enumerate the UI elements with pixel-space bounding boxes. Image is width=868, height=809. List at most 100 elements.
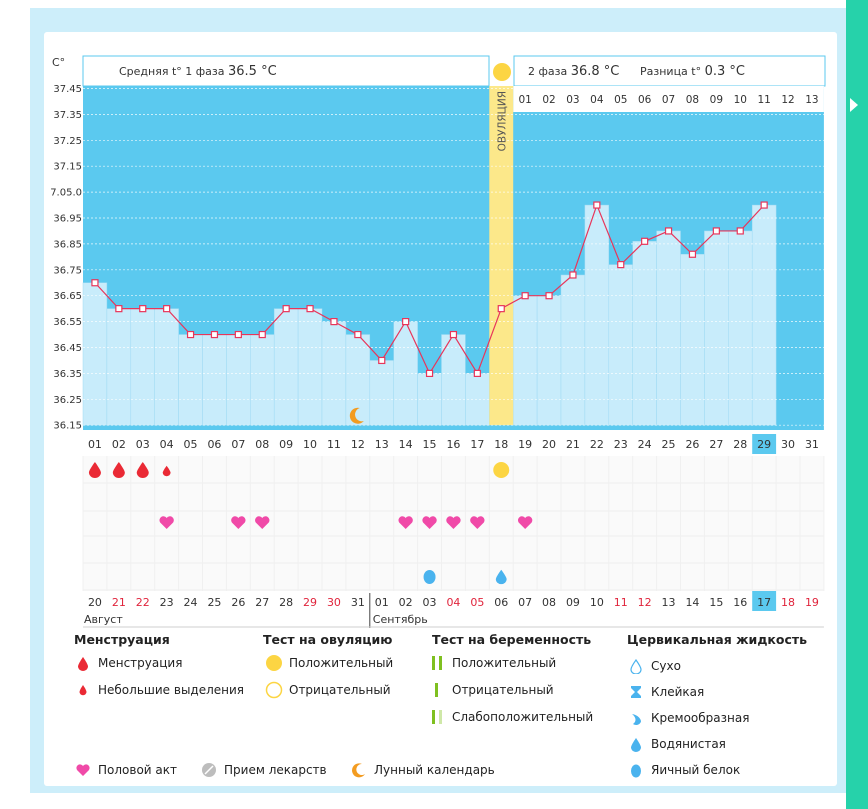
phase2-day-label: 03 (566, 94, 579, 106)
legend-label: Яичный белок (651, 763, 741, 777)
cycle-day-label: 11 (327, 438, 341, 451)
side-panel-toggle[interactable] (846, 0, 868, 809)
calendar-date: 27 (255, 596, 269, 609)
legend-label: Сухо (651, 659, 681, 673)
calendar-date: 31 (351, 596, 365, 609)
calendar-date: 03 (423, 596, 437, 609)
heart-icon (398, 516, 413, 529)
temp-point[interactable] (617, 261, 625, 269)
cycle-day-label: 24 (638, 438, 652, 451)
temp-bar (226, 334, 251, 426)
legend-fluid-creamy: Кремообразная (627, 710, 749, 726)
y-tick-label: 37.15 (53, 162, 82, 173)
phase2-day-label: 12 (781, 94, 794, 106)
temp-bar (321, 321, 347, 426)
cycle-day-label: 25 (662, 438, 676, 451)
legend-moon-calendar: Лунный календарь (350, 762, 495, 778)
temp-point[interactable] (593, 201, 601, 209)
phase2-day-label: 01 (518, 94, 531, 106)
phase2-day-label: 08 (686, 94, 699, 106)
ovulation-label: ОВУЛЯЦИЯ (496, 91, 508, 151)
legend-label: Половой акт (98, 763, 177, 777)
drop-outline-icon (627, 658, 645, 674)
ovulation-sun-icon (493, 63, 511, 81)
legend-menstruation: Менструация (74, 655, 182, 671)
calendar-date: 04 (446, 596, 460, 609)
cycle-day-label: 08 (255, 438, 269, 451)
temp-point[interactable] (545, 292, 553, 300)
temp-point[interactable] (210, 330, 219, 339)
cycle-day-label: 28 (733, 438, 747, 451)
moon-icon (350, 762, 368, 778)
temp-point[interactable] (688, 250, 697, 258)
calendar-date: 14 (685, 596, 699, 609)
temp-point[interactable] (402, 318, 410, 326)
legend-pregnancy-positive: Положительный (428, 655, 556, 671)
calendar-date: 02 (399, 596, 413, 609)
temp-point[interactable] (664, 227, 673, 235)
calendar-date: 06 (494, 596, 508, 609)
temp-point[interactable] (736, 227, 744, 235)
legend-label: Кремообразная (651, 711, 750, 725)
sun-outline-icon (265, 681, 283, 699)
temp-point[interactable] (115, 305, 123, 313)
temp-point[interactable] (306, 305, 314, 313)
temp-point[interactable] (712, 227, 720, 235)
temp-bar (751, 204, 777, 426)
legend-label: Клейкая (651, 685, 705, 699)
legend-fluid-dry: Сухо (627, 658, 681, 674)
temp-point[interactable] (497, 305, 505, 313)
legend-pregnancy-weak: Слабоположительный (428, 709, 593, 725)
temp-point[interactable] (569, 271, 577, 279)
temp-point[interactable] (234, 330, 242, 339)
temp-point[interactable] (330, 318, 338, 326)
temp-point[interactable] (91, 279, 99, 287)
heart-icon (231, 516, 246, 529)
phase1-avg-label: Средняя t° 1 фаза 36.5 °C (119, 64, 277, 79)
cycle-day-label: 16 (446, 438, 460, 451)
heart-icon (255, 516, 270, 529)
legend-ovulation-positive: Положительный (265, 655, 393, 671)
temp-point[interactable] (186, 330, 195, 339)
calendar-date: 30 (327, 596, 341, 609)
water-drop-icon (627, 736, 645, 752)
phase2-day-label: 10 (734, 94, 747, 106)
legend-title-menstruation: Менструация (74, 632, 170, 647)
phase2-day-label: 05 (614, 94, 627, 106)
cycle-day-label: 27 (709, 438, 723, 451)
temp-point[interactable] (641, 237, 649, 245)
phase2-header-box (513, 55, 826, 87)
phase2-day-label: 04 (590, 94, 604, 106)
temp-point[interactable] (449, 330, 458, 339)
temp-point[interactable] (163, 305, 171, 313)
temp-bar (345, 334, 371, 426)
temp-point[interactable] (425, 369, 434, 377)
y-tick-label: 36.45 (53, 343, 82, 354)
temp-point[interactable] (139, 305, 147, 313)
temp-bar (273, 308, 299, 426)
heart-icon (517, 516, 533, 529)
y-tick-label: 37.25 (53, 136, 82, 147)
calendar-date: 26 (231, 596, 245, 609)
cycle-day-label: 06 (207, 438, 221, 451)
blood-drop-icon (88, 462, 101, 479)
temp-point[interactable] (473, 369, 481, 377)
two-lines-icon (428, 655, 446, 671)
temp-point[interactable] (258, 330, 266, 339)
temp-point[interactable] (760, 201, 768, 209)
legend-pregnancy-negative: Отрицательный (428, 682, 554, 698)
cycle-day-label: 15 (423, 438, 437, 451)
temp-point[interactable] (378, 356, 386, 365)
temp-point[interactable] (354, 330, 362, 339)
phase2-day-label: 13 (805, 94, 818, 106)
calendar-date: 13 (662, 596, 676, 609)
cycle-day-label: 12 (351, 438, 365, 451)
temp-point[interactable] (521, 292, 529, 300)
calendar-date: 21 (112, 596, 126, 609)
temp-point[interactable] (282, 305, 290, 313)
legend-label: Положительный (289, 656, 394, 670)
calendar-date: 08 (542, 596, 556, 609)
temp-bar (512, 295, 538, 426)
cycle-day-label: 03 (136, 438, 150, 451)
